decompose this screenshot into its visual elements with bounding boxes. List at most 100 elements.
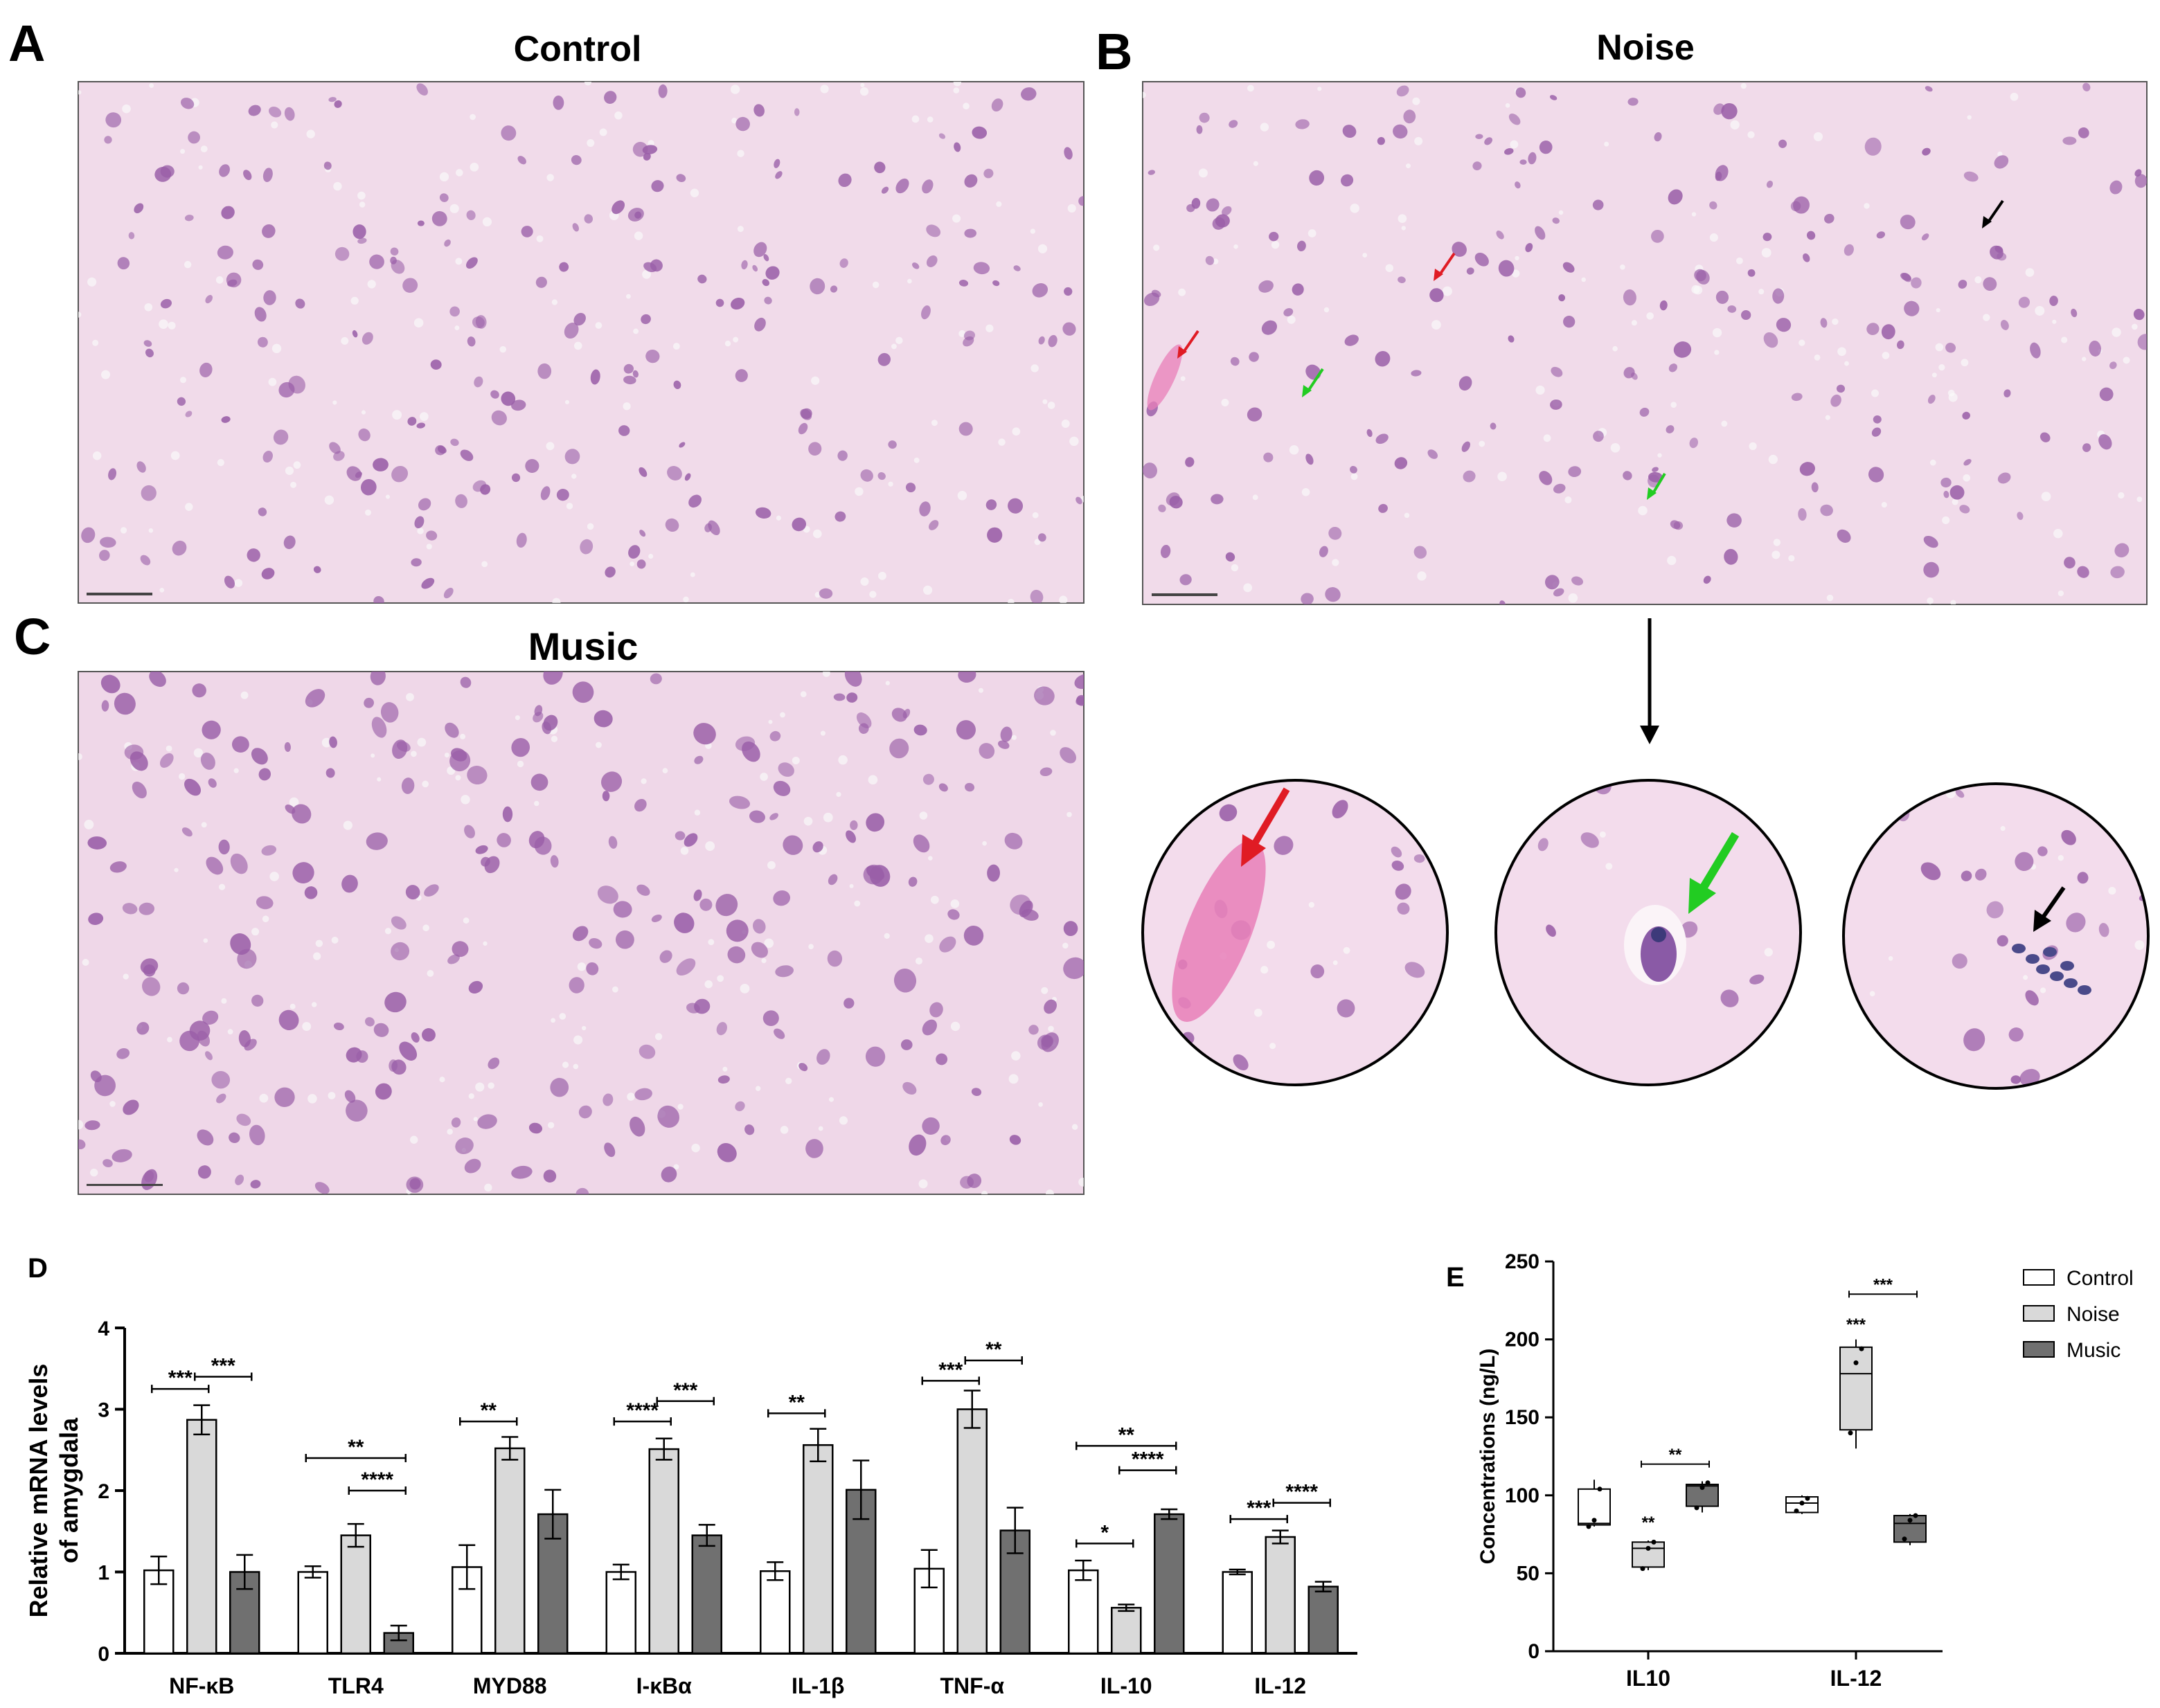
data-point [1705, 1480, 1711, 1486]
vacuole [201, 822, 207, 828]
vacuole [2035, 305, 2045, 316]
cell [81, 527, 96, 543]
cell [1393, 124, 1408, 139]
cell [1876, 231, 1886, 239]
cell [1986, 901, 2004, 919]
cell [117, 257, 130, 270]
cell [1726, 513, 1742, 528]
cell [1568, 466, 1582, 478]
green-arrow-icon [1697, 831, 1740, 895]
cell [1920, 862, 1941, 881]
vacuole [449, 204, 459, 213]
vacuole [573, 1063, 579, 1070]
vacuole [1412, 97, 1420, 105]
cell [572, 223, 580, 232]
cell [1309, 170, 1325, 186]
cell [460, 676, 472, 688]
cell [511, 1165, 533, 1179]
cell [1075, 496, 1082, 505]
cell [919, 501, 931, 516]
cell [753, 242, 767, 258]
cell [590, 369, 600, 385]
cell [844, 672, 862, 687]
cell [416, 422, 425, 429]
cell [116, 1048, 130, 1059]
cell [1158, 504, 1166, 512]
glial-cell [2043, 947, 2057, 957]
cell [634, 798, 647, 812]
cell [657, 1105, 679, 1128]
cell [839, 258, 848, 268]
cell [258, 768, 271, 781]
cell [792, 517, 807, 532]
vacuole [251, 928, 260, 936]
vacuole [596, 741, 602, 748]
cell [243, 170, 252, 181]
cell [1703, 575, 1711, 584]
vacuole [289, 797, 299, 807]
cell [1895, 1063, 1907, 1074]
cell [846, 830, 856, 843]
vacuole [839, 1116, 848, 1125]
data-point [1586, 1524, 1591, 1529]
cell [390, 256, 397, 264]
cell [197, 1165, 211, 1179]
cell [1143, 462, 1157, 479]
vacuole [1404, 512, 1410, 519]
cell [263, 290, 276, 305]
vacuole [439, 1077, 445, 1083]
vacuole [460, 733, 466, 739]
cell [2078, 127, 2089, 138]
cell [101, 700, 109, 712]
cell [1342, 125, 1357, 138]
vacuole [470, 114, 476, 120]
cell [618, 425, 630, 436]
vacuole [1952, 498, 1958, 505]
vacuole [371, 753, 375, 758]
vacuole [683, 596, 689, 603]
bar-music [1307, 1585, 1339, 1655]
vacuole [1317, 87, 1322, 91]
cell [639, 1044, 656, 1059]
vacuole [551, 299, 558, 305]
cell [2000, 320, 2009, 330]
cell [2082, 443, 2091, 452]
panel-title-music: Music [528, 624, 639, 668]
vacuole [1497, 471, 1507, 482]
cell [344, 1090, 356, 1103]
cell [180, 98, 195, 109]
data-point [1799, 1500, 1805, 1506]
cell [256, 896, 274, 910]
cell [865, 1046, 886, 1067]
vacuole [384, 928, 392, 935]
vacuole [1143, 847, 1151, 854]
cell [488, 1057, 500, 1070]
cell [285, 804, 296, 814]
cell [1199, 112, 1210, 123]
cell [846, 692, 858, 703]
cell [1627, 98, 1639, 106]
cell [1160, 544, 1171, 559]
cell [1963, 1028, 1985, 1052]
vacuole [1231, 564, 1239, 572]
cell [913, 724, 927, 736]
vacuole [953, 87, 960, 93]
vacuole [963, 102, 970, 110]
bar-music [691, 1534, 722, 1655]
cell [224, 575, 235, 588]
vacuole [780, 712, 785, 718]
cell [1544, 575, 1560, 590]
y-tick-label: 2 [98, 1480, 109, 1503]
cell [1038, 533, 1046, 542]
cell [1927, 395, 1936, 404]
vacuole [1543, 434, 1551, 442]
cell [1247, 407, 1262, 422]
cell [262, 168, 273, 182]
cell [972, 126, 988, 139]
cell [467, 766, 488, 785]
zoom-circle-hemorrhage [1141, 779, 1449, 1086]
cell [1803, 253, 1810, 262]
cell [1515, 87, 1526, 98]
vacuole [822, 672, 830, 677]
vacuole [2118, 492, 2125, 499]
